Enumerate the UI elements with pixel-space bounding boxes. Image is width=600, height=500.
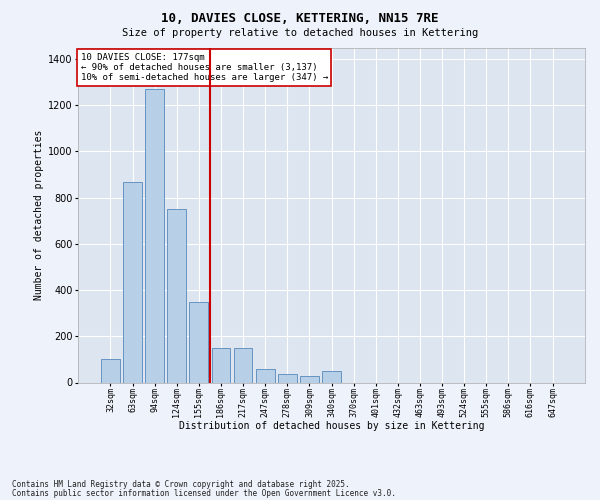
Y-axis label: Number of detached properties: Number of detached properties: [34, 130, 44, 300]
Text: 10 DAVIES CLOSE: 177sqm
← 90% of detached houses are smaller (3,137)
10% of semi: 10 DAVIES CLOSE: 177sqm ← 90% of detache…: [80, 52, 328, 82]
Text: Size of property relative to detached houses in Kettering: Size of property relative to detached ho…: [122, 28, 478, 38]
Bar: [300, 376, 319, 382]
Bar: [123, 182, 142, 382]
Bar: [145, 89, 164, 382]
Text: Contains public sector information licensed under the Open Government Licence v3: Contains public sector information licen…: [12, 489, 396, 498]
Bar: [167, 209, 186, 382]
Bar: [101, 360, 120, 382]
Bar: [322, 371, 341, 382]
Bar: [212, 348, 230, 382]
Text: 10, DAVIES CLOSE, KETTERING, NN15 7RE: 10, DAVIES CLOSE, KETTERING, NN15 7RE: [161, 12, 439, 26]
Bar: [190, 302, 208, 382]
Bar: [278, 374, 296, 382]
X-axis label: Distribution of detached houses by size in Kettering: Distribution of detached houses by size …: [179, 421, 484, 431]
Bar: [233, 348, 253, 382]
Bar: [256, 368, 275, 382]
Text: Contains HM Land Registry data © Crown copyright and database right 2025.: Contains HM Land Registry data © Crown c…: [12, 480, 350, 489]
